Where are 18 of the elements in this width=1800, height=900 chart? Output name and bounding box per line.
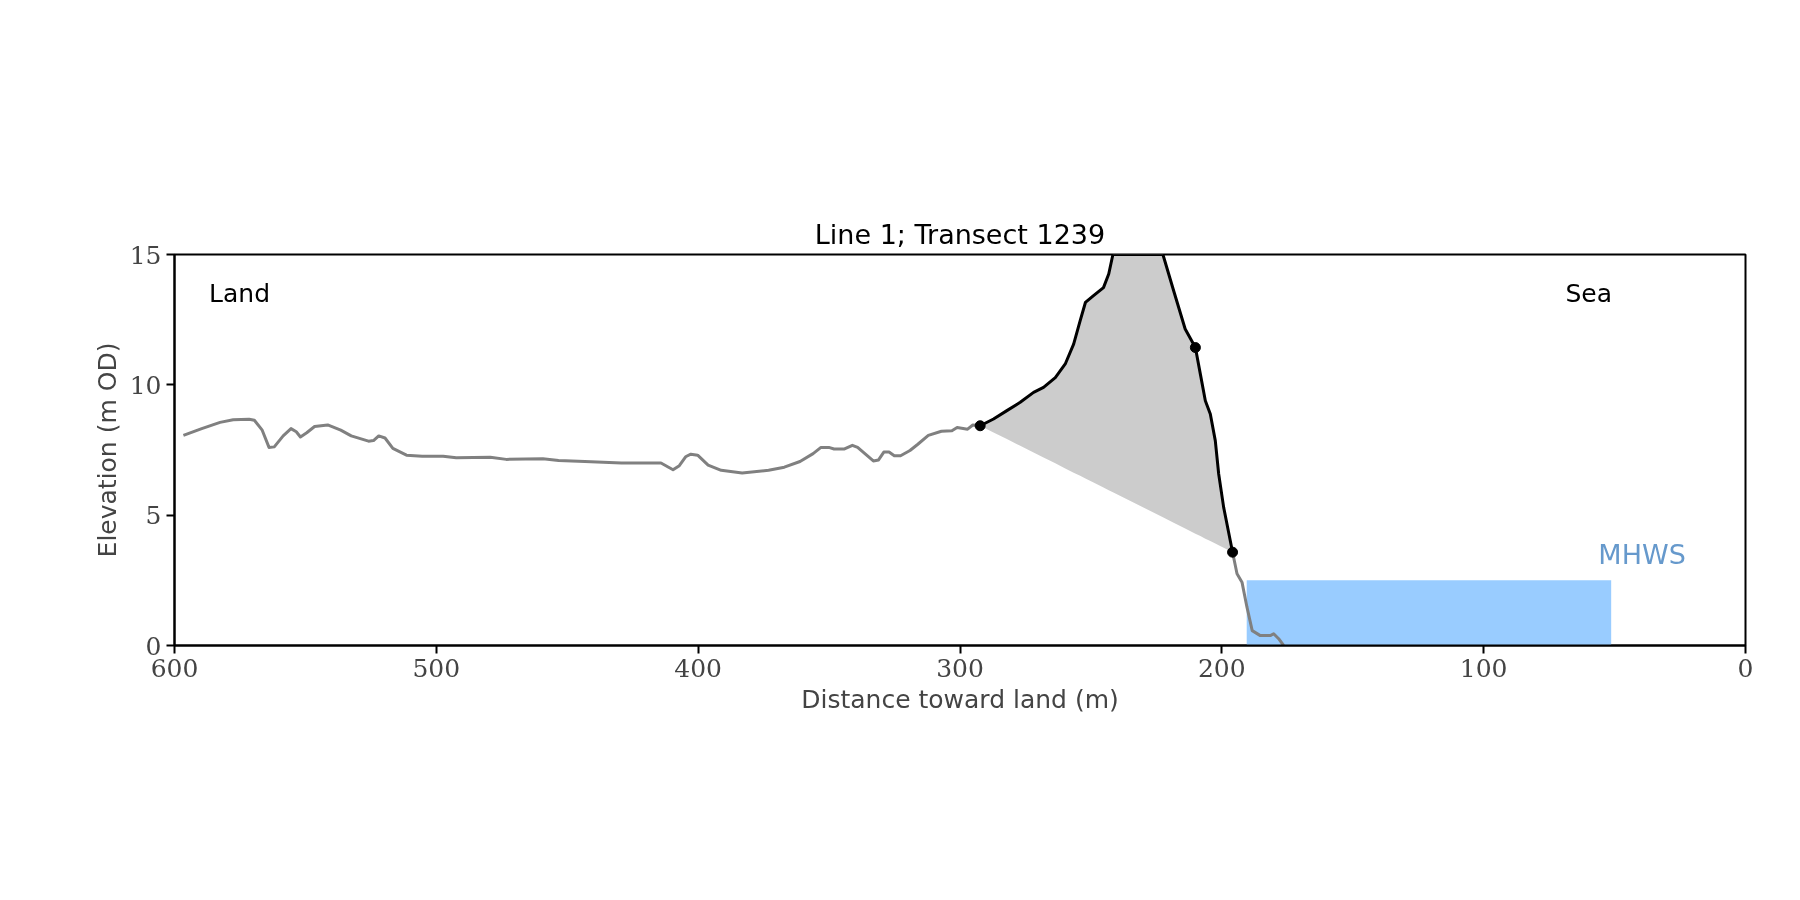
x-tick-label: 100 — [1459, 653, 1508, 683]
annotation: Sea — [1565, 279, 1612, 309]
y-tick-label: 10 — [129, 370, 162, 400]
x-tick-label: 300 — [936, 653, 984, 683]
y-axis-title: Elevation (m OD) — [92, 342, 122, 558]
point — [1227, 546, 1239, 558]
x-tick-label: 400 — [674, 653, 723, 683]
y-tick-label: 15 — [129, 240, 162, 270]
x-tick-label: 0 — [1737, 653, 1754, 683]
x-axis-title: Distance toward land (m) — [801, 684, 1119, 714]
y-tick-label: 5 — [145, 501, 162, 531]
point — [974, 420, 986, 432]
annotation: Land — [209, 279, 271, 309]
annotation: MHWS — [1598, 539, 1686, 571]
chart-title: Line 1; Transect 1239 — [814, 218, 1106, 250]
x-tick-label: 500 — [412, 653, 461, 683]
x-tick-label: 200 — [1197, 653, 1246, 683]
point — [1189, 342, 1201, 354]
